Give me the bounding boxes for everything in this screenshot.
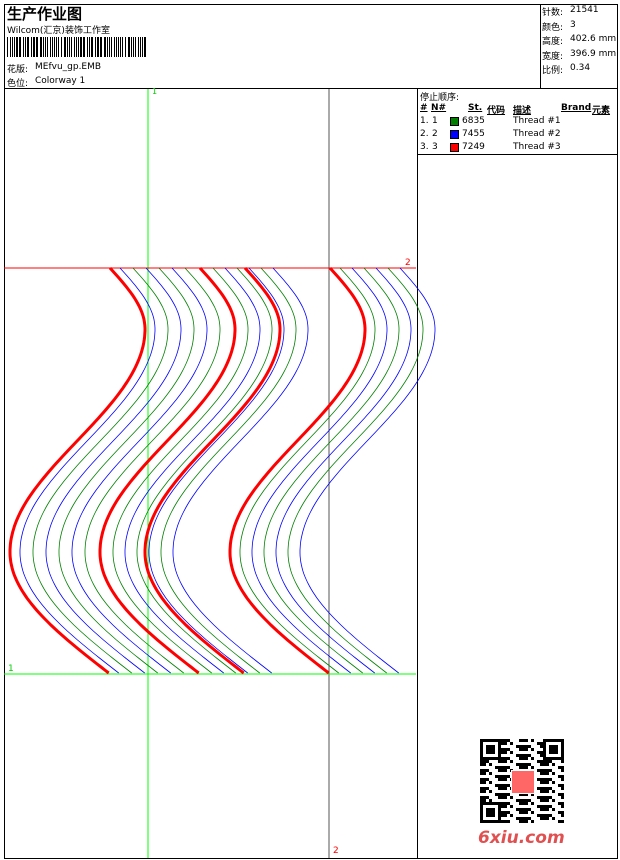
guide-h1-label: 1: [8, 664, 14, 674]
col-needle: N#: [431, 103, 447, 113]
color-swatch: [450, 143, 459, 152]
stitch-curve: [71, 267, 208, 674]
stitch-curve: [19, 267, 156, 674]
stitch-curve: [136, 267, 273, 674]
row-desc: Thread #2: [513, 129, 561, 139]
color-swatch: [450, 130, 459, 139]
stitch-curve: [275, 267, 412, 674]
guide-h2-label: 2: [405, 258, 411, 268]
stop-sequence-title: 停止顺序:: [420, 93, 460, 103]
stitch-curve: [160, 267, 297, 674]
row-desc: Thread #1: [513, 116, 561, 126]
stitch-curve: [172, 267, 309, 674]
row-code: 7249: [462, 142, 485, 152]
design-filename: MEfvu_gp.EMB: [35, 62, 102, 72]
stat-label: 针数:: [542, 8, 564, 18]
stat-value: 0.34: [570, 63, 591, 73]
row-code: 6835: [462, 116, 485, 126]
stitch-curve: [112, 267, 249, 674]
stat-value: 402.6 mm: [570, 34, 617, 44]
stat-value: 21541: [570, 5, 599, 15]
row-needle: 1: [432, 116, 438, 126]
stat-label: 高度:: [542, 37, 564, 47]
col-st: St.: [468, 103, 483, 113]
row-needle: 3: [432, 142, 438, 152]
stitch-curve: [8, 266, 147, 675]
qr-code: [480, 739, 566, 823]
stitch-curve: [299, 267, 436, 674]
stitch-curve: [58, 267, 195, 674]
stitch-curve: [263, 267, 400, 674]
thread-table-box: [417, 88, 618, 155]
row-code: 7455: [462, 129, 485, 139]
stitch-curve: [45, 267, 182, 674]
stitch-curve: [84, 267, 221, 674]
stitch-curve: [228, 266, 367, 675]
col-code: 代码: [487, 106, 506, 116]
barcode: [7, 37, 146, 57]
stitch-curve: [251, 267, 388, 674]
stitch-curve: [124, 267, 261, 674]
design-label: 花版:: [7, 65, 29, 75]
stitch-curve: [143, 266, 282, 675]
col-element: 元素: [592, 106, 611, 116]
col-brand: Brand: [561, 103, 592, 113]
row-desc: Thread #3: [513, 142, 561, 152]
guide-v1-label: 1: [152, 87, 158, 96]
stitch-curve: [148, 267, 285, 674]
stitch-curve: [32, 267, 169, 674]
color-swatch: [450, 117, 459, 126]
stitch-curve: [98, 266, 237, 675]
stat-label: 宽度:: [542, 51, 564, 62]
stat-value: 396.9 mm: [570, 48, 617, 59]
watermark: 6xiu.com: [478, 828, 565, 848]
page-title: 生产作业图: [7, 5, 83, 23]
guide-v2-label: 2: [333, 846, 339, 856]
colorway-value: Colorway 1: [35, 76, 86, 86]
row-index: 3.: [420, 142, 429, 152]
stitch-curve: [287, 267, 424, 674]
stat-value: 3: [570, 19, 576, 30]
col-desc: 描述: [513, 106, 532, 116]
stat-label: 颜色:: [542, 22, 564, 33]
stat-label: 比例:: [542, 66, 564, 76]
row-index: 2.: [420, 129, 429, 139]
colorway-label: 色位:: [7, 79, 29, 89]
row-index: 1.: [420, 116, 429, 126]
company-name: Wilcom(汇京)装饰工作室: [7, 26, 110, 36]
col-index: #: [420, 103, 428, 113]
stitch-curve: [239, 267, 376, 674]
row-needle: 2: [432, 129, 438, 139]
